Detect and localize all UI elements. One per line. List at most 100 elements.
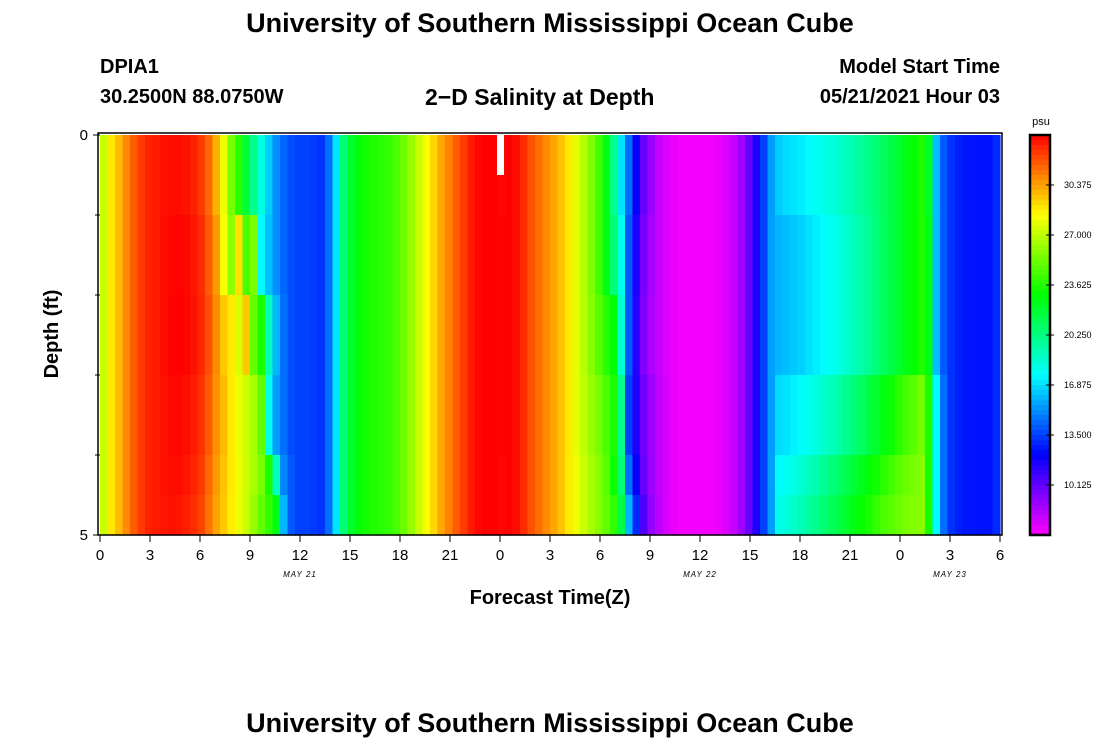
heatmap-cell [865,295,874,376]
heatmap-cell [152,215,161,296]
heatmap-cell [595,495,604,536]
heatmap-cell [850,215,859,296]
heatmap-cell [482,295,491,376]
heatmap-cell [565,375,574,456]
heatmap-cell [610,455,619,496]
heatmap-cell [122,295,131,376]
heatmap-cell [242,135,251,216]
heatmap-cell [835,215,844,296]
colorbar-segment [1030,475,1050,481]
colorbar-segment [1030,335,1050,341]
heatmap-cell [430,295,439,376]
heatmap-cell [910,295,919,376]
heatmap-cell [752,495,761,536]
heatmap-cell [250,375,259,456]
colorbar-segment [1030,520,1050,526]
heatmap-cell [647,375,656,456]
heatmap-cell [737,375,746,456]
heatmap-cell [677,295,686,376]
heatmap-cell [302,495,311,536]
heatmap-cell [722,215,731,296]
heatmap-cell [520,455,529,496]
heatmap-cell [400,295,409,376]
heatmap-cell [295,215,304,296]
heatmap-cell [317,495,326,536]
heatmap-cell [895,135,904,216]
heatmap-cell [122,375,131,456]
heatmap-cell [827,375,836,456]
heatmap-cell [602,455,611,496]
heatmap-cell [505,215,514,296]
heatmap-cell [857,375,866,456]
heatmap-cell [760,455,769,496]
heatmap-cell [880,375,889,456]
heatmap-cell [797,135,806,216]
heatmap-cell [730,375,739,456]
heatmap-cell [220,215,229,296]
heatmap-cell [370,375,379,456]
heatmap-cell [985,495,994,536]
heatmap-cell [137,135,146,216]
heatmap-cell [467,375,476,456]
x-tick-label: 12 [292,547,309,564]
heatmap-cell [310,295,319,376]
colorbar-segment [1030,150,1050,156]
heatmap-cell [557,455,566,496]
heatmap-cell [250,495,259,536]
heatmap-cell [970,215,979,296]
heatmap-cell [947,455,956,496]
colorbar-segment [1030,215,1050,221]
heatmap-cell [655,295,664,376]
heatmap-cell [385,455,394,496]
heatmap-cell [445,375,454,456]
heatmap-cell [400,135,409,216]
heatmap-cell [587,215,596,296]
heatmap-cell [137,295,146,376]
heatmap-cell [692,135,701,216]
colorbar-segment [1030,435,1050,441]
heatmap-cell [767,135,776,216]
heatmap-cell [865,455,874,496]
heatmap-cell [340,375,349,456]
heatmap-cell [257,495,266,536]
heatmap-cell [835,375,844,456]
heatmap-cell [445,495,454,536]
heatmap-cell [107,495,116,536]
colorbar-segment [1030,140,1050,146]
heatmap-cell [370,215,379,296]
heatmap-cell [580,135,589,216]
heatmap-cell [910,135,919,216]
plot-frame [97,132,1003,536]
heatmap-cell [490,295,499,376]
heatmap-cell [325,455,334,496]
heatmap-cell [235,135,244,216]
colorbar-segment [1030,260,1050,266]
heatmap-cell [407,215,416,296]
heatmap-cell [160,295,169,376]
heatmap-cell [925,295,934,376]
heatmap-cell [880,495,889,536]
heatmap-cell [692,295,701,376]
heatmap-cell [430,135,439,216]
heatmap-cell [272,375,281,456]
heatmap-cell [632,455,641,496]
heatmap-cell [497,495,506,536]
heatmap-cell [362,295,371,376]
heatmap-cell [715,135,724,216]
heatmap-cell [332,215,341,296]
heatmap-cell [325,215,334,296]
heatmap-cell [835,455,844,496]
heatmap-cell [325,375,334,456]
heatmap-cell [175,455,184,496]
heatmap-cell [250,135,259,216]
heatmap-cell [730,215,739,296]
heatmap-cell [812,375,821,456]
heatmap-cell [790,215,799,296]
heatmap-cell [482,455,491,496]
colorbar-segment [1030,530,1050,536]
heatmap-cell [272,215,281,296]
colorbar-segment [1030,325,1050,331]
x-tick-label: 0 [496,547,504,564]
heatmap-cell [197,375,206,456]
heatmap-cell [130,495,139,536]
